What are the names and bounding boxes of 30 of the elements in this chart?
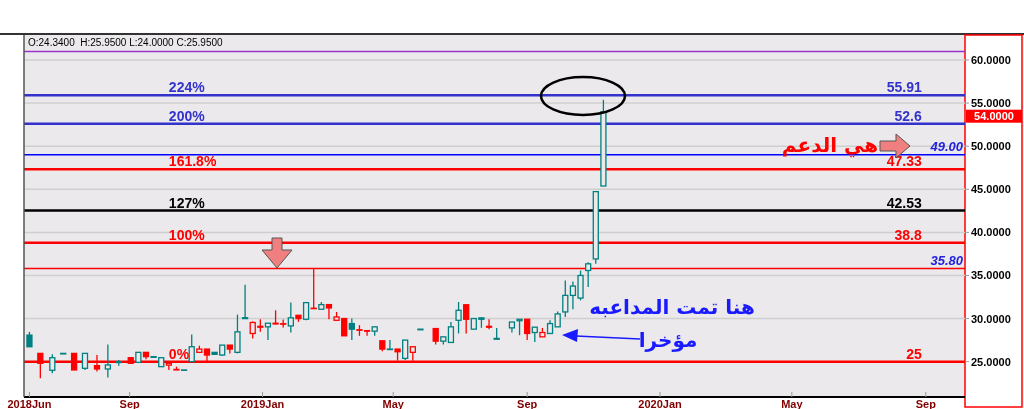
annotation: 200% bbox=[168, 107, 206, 124]
annotation: 0% bbox=[168, 345, 190, 362]
text: 54.0000 bbox=[974, 110, 1014, 123]
ref-line-label: 49.00 bbox=[929, 138, 964, 154]
y-tick-label: 40.0000 bbox=[971, 226, 1011, 239]
y-tick-label: 25.0000 bbox=[971, 355, 1011, 368]
annotation: 100% bbox=[168, 226, 206, 243]
ref-line-label: 47.33 bbox=[886, 153, 922, 170]
ref-line-label: 35.80 bbox=[930, 252, 964, 268]
annotation: 127% bbox=[168, 194, 206, 211]
annotation: هي الدعم bbox=[781, 133, 879, 158]
ref-line-label: 42.53 bbox=[886, 194, 922, 211]
annotation: هنا تمت المداعبه bbox=[589, 295, 755, 319]
y-tick-label: 45.0000 bbox=[971, 183, 1011, 196]
ref-line-label: 38.8 bbox=[894, 226, 922, 243]
annotation: 161.8% bbox=[168, 153, 217, 170]
x-tick-label: 2018Jun bbox=[7, 398, 52, 409]
annotation: O:24.3400 H:25.9500 L:24.0000 C:25.9500 bbox=[28, 37, 224, 48]
ref-line-label: 52.6 bbox=[894, 107, 922, 124]
y-tick-label: 35.0000 bbox=[971, 269, 1011, 282]
y-tick-label: 30.0000 bbox=[971, 312, 1011, 325]
y-tick-label: 55.0000 bbox=[971, 97, 1011, 110]
x-tick-label: 2020Jan bbox=[638, 398, 683, 409]
y-tick-label: 60.0000 bbox=[971, 54, 1011, 66]
x-tick-label: 2019Jan bbox=[240, 398, 285, 409]
annotation: مؤخرا bbox=[638, 328, 698, 352]
y-tick-label: 50.0000 bbox=[971, 140, 1011, 153]
annotation: 224% bbox=[168, 79, 206, 96]
ref-line-label: 25 bbox=[906, 345, 922, 362]
ref-line-label: 55.91 bbox=[886, 79, 922, 96]
